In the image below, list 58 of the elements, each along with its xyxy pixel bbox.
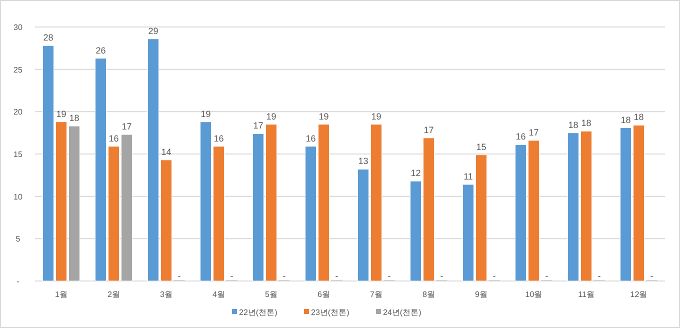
data-label: -: [282, 271, 286, 281]
x-tick-label: 10월: [525, 290, 542, 299]
data-label: -: [440, 271, 444, 281]
data-label: 29: [148, 26, 158, 36]
data-label: -: [650, 271, 654, 281]
data-label: 19: [371, 111, 382, 122]
y-tick-label: 25: [14, 65, 23, 74]
y-tick-label: 20: [14, 108, 23, 117]
data-label: 17: [122, 122, 132, 132]
data-label: 19: [200, 108, 211, 119]
y-tick-label: 5: [16, 234, 21, 244]
data-label: 12: [410, 168, 421, 178]
x-tick-label: 3월: [160, 290, 172, 299]
data-label: -: [178, 271, 181, 281]
y-tick-label: -: [16, 277, 20, 286]
x-tick-label: 4월: [212, 290, 225, 299]
data-label: -: [545, 271, 548, 281]
x-tick-label: 9월: [475, 290, 488, 299]
data-label: 17: [424, 124, 434, 135]
data-label: 17: [253, 120, 264, 131]
data-label: 13: [358, 156, 368, 166]
x-tick-label: 8월: [422, 290, 435, 299]
data-label: 18: [581, 118, 592, 128]
data-label: 26: [96, 45, 106, 56]
y-tick-label: 30: [14, 23, 23, 32]
y-tick-label: 10: [14, 192, 23, 202]
data-label: 14: [161, 146, 172, 157]
data-label: 18: [568, 120, 578, 130]
data-label: 17: [528, 127, 539, 138]
data-label: -: [492, 271, 496, 281]
x-tick-label: 11월: [578, 290, 594, 299]
data-label: 18: [634, 112, 644, 122]
x-tick-label: 6월: [318, 290, 330, 299]
legend-label: 24년(천톤): [383, 308, 422, 317]
data-label: -: [388, 271, 391, 281]
x-tick-label: 12월: [630, 290, 648, 299]
data-label: 19: [266, 111, 276, 122]
x-tick-label: 2월: [108, 290, 120, 299]
legend-label: 23년(천톤): [311, 308, 350, 317]
x-tick-label: 7월: [370, 290, 382, 299]
data-label: -: [598, 271, 601, 281]
data-label: 19: [318, 111, 329, 122]
x-tick-label: 1월: [55, 290, 68, 299]
data-label: 18: [620, 114, 631, 125]
data-label: 18: [69, 113, 80, 124]
data-label: 16: [214, 133, 224, 144]
data-label: 16: [306, 133, 316, 144]
y-tick-label: 15: [14, 150, 23, 159]
legend-label: 22년(천톤): [239, 308, 278, 317]
data-label: 28: [43, 32, 54, 43]
data-label: 16: [108, 133, 119, 144]
data-label: 16: [516, 132, 526, 142]
x-tick-label: 5월: [265, 290, 278, 299]
data-label: -: [230, 271, 234, 281]
data-label: 15: [476, 142, 486, 152]
data-label: 19: [56, 108, 66, 119]
data-label: 11: [464, 171, 473, 182]
data-label: -: [335, 271, 338, 281]
